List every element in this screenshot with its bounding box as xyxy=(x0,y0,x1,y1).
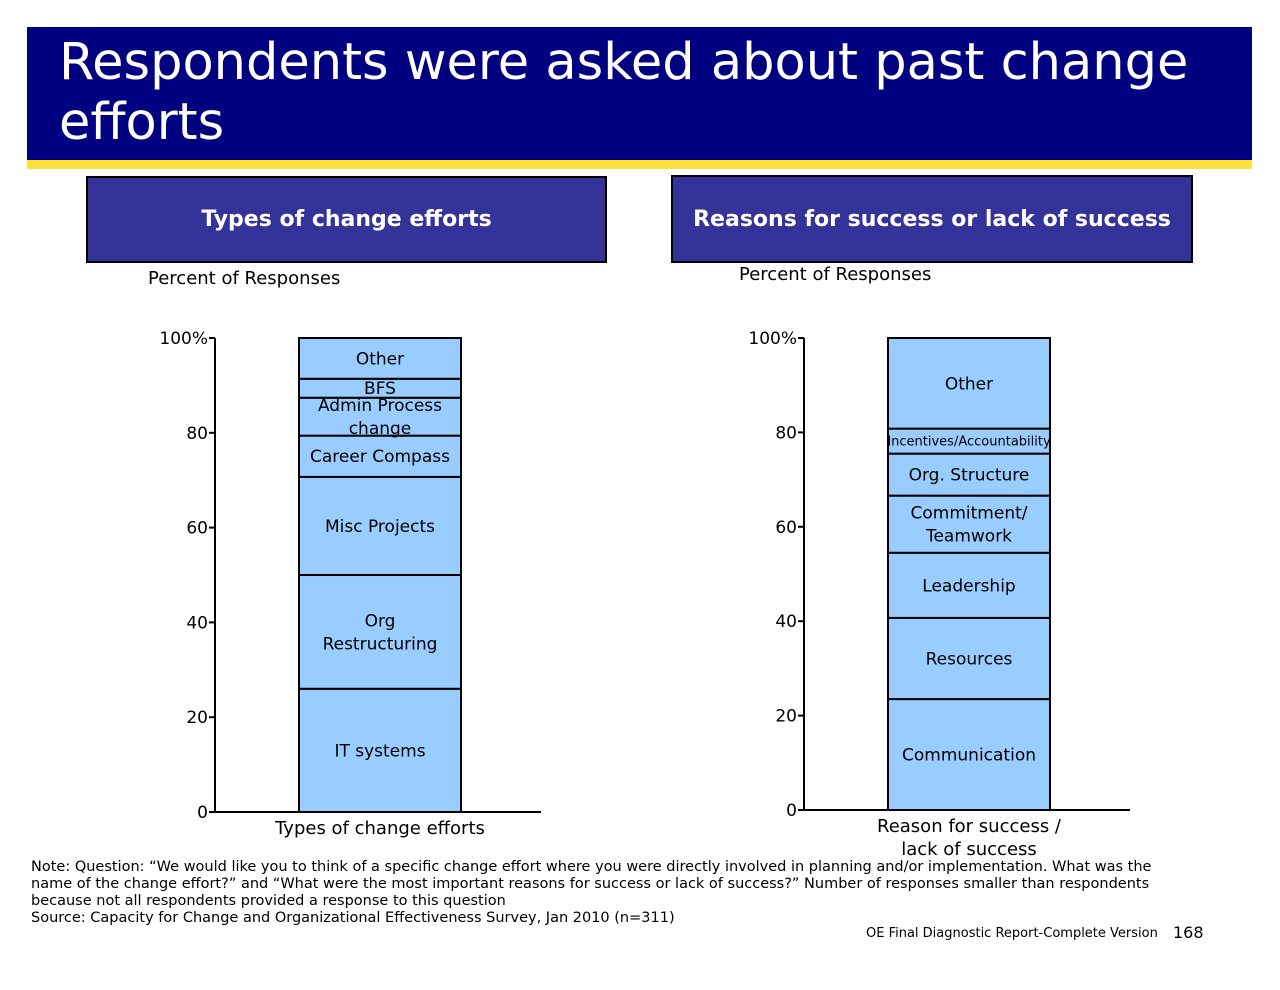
title-underline xyxy=(27,160,1252,169)
segment-label: Other xyxy=(356,349,404,369)
y-tick-label: 100% xyxy=(159,329,208,349)
segment-label: Org Restructuring xyxy=(323,611,438,654)
x-axis-label: Types of change efforts xyxy=(274,818,485,839)
y-tick-label: 80 xyxy=(775,423,797,443)
left-panel-heading: Types of change efforts xyxy=(86,176,607,263)
y-tick-label: 40 xyxy=(775,612,797,632)
bar-segment xyxy=(298,434,462,478)
y-tick-label: 60 xyxy=(775,518,797,538)
report-footer-label: OE Final Diagnostic Report-Complete Vers… xyxy=(866,926,1158,941)
y-tick-label: 40 xyxy=(186,613,208,633)
bar-segment xyxy=(887,452,1051,497)
page-title: Respondents were asked about past change… xyxy=(59,33,1189,152)
y-tick-label: 100% xyxy=(748,329,797,349)
segment-label: Misc Projects xyxy=(325,517,435,537)
segment-label: Other xyxy=(945,374,993,394)
segment-label: Org. Structure xyxy=(909,466,1030,486)
segment-label: Resources xyxy=(926,649,1013,669)
page-number: 168 xyxy=(1173,923,1204,942)
right-panel-heading: Reasons for success or lack of success xyxy=(671,175,1193,263)
note-text: Note: Question: “We would like you to th… xyxy=(31,859,1152,909)
y-tick-label: 80 xyxy=(186,424,208,444)
x-axis-label: Reason for success / lack of success xyxy=(877,816,1062,860)
footnote: Note: Question: “We would like you to th… xyxy=(31,859,1171,927)
bar-segment xyxy=(887,551,1051,619)
y-tick-label: 0 xyxy=(197,803,208,823)
segment-label: Leadership xyxy=(922,576,1015,596)
bar-segment xyxy=(887,337,1051,430)
bar-segment xyxy=(887,427,1051,455)
bar-segment xyxy=(887,698,1051,812)
source-text: Source: Capacity for Change and Organiza… xyxy=(31,910,675,926)
segment-label: BFS xyxy=(364,379,396,399)
segment-label: Commitment/Teamwork xyxy=(911,504,1028,547)
segment-label: Admin Process change xyxy=(318,396,442,439)
y-tick-label: 60 xyxy=(186,519,208,539)
segment-label: Career Compass xyxy=(310,447,450,467)
left-chart-ylabel: Percent of Responses xyxy=(148,268,341,289)
title-bar: Respondents were asked about past change… xyxy=(27,27,1252,160)
bar-segment xyxy=(298,396,462,437)
right-chart-ylabel: Percent of Responses xyxy=(739,264,932,285)
y-tick-label: 20 xyxy=(775,707,797,727)
bar-segment xyxy=(298,574,462,690)
bar-segment xyxy=(298,687,462,814)
segment-label: IT systems xyxy=(334,741,425,761)
bar-segment xyxy=(887,616,1051,701)
segment-label: Incentives/Accountability xyxy=(887,435,1051,450)
y-tick-label: 0 xyxy=(786,801,797,821)
bar-segment xyxy=(298,337,462,380)
segment-label: Communication xyxy=(902,745,1036,765)
bar-segment xyxy=(887,494,1051,554)
y-tick-label: 20 xyxy=(186,708,208,728)
